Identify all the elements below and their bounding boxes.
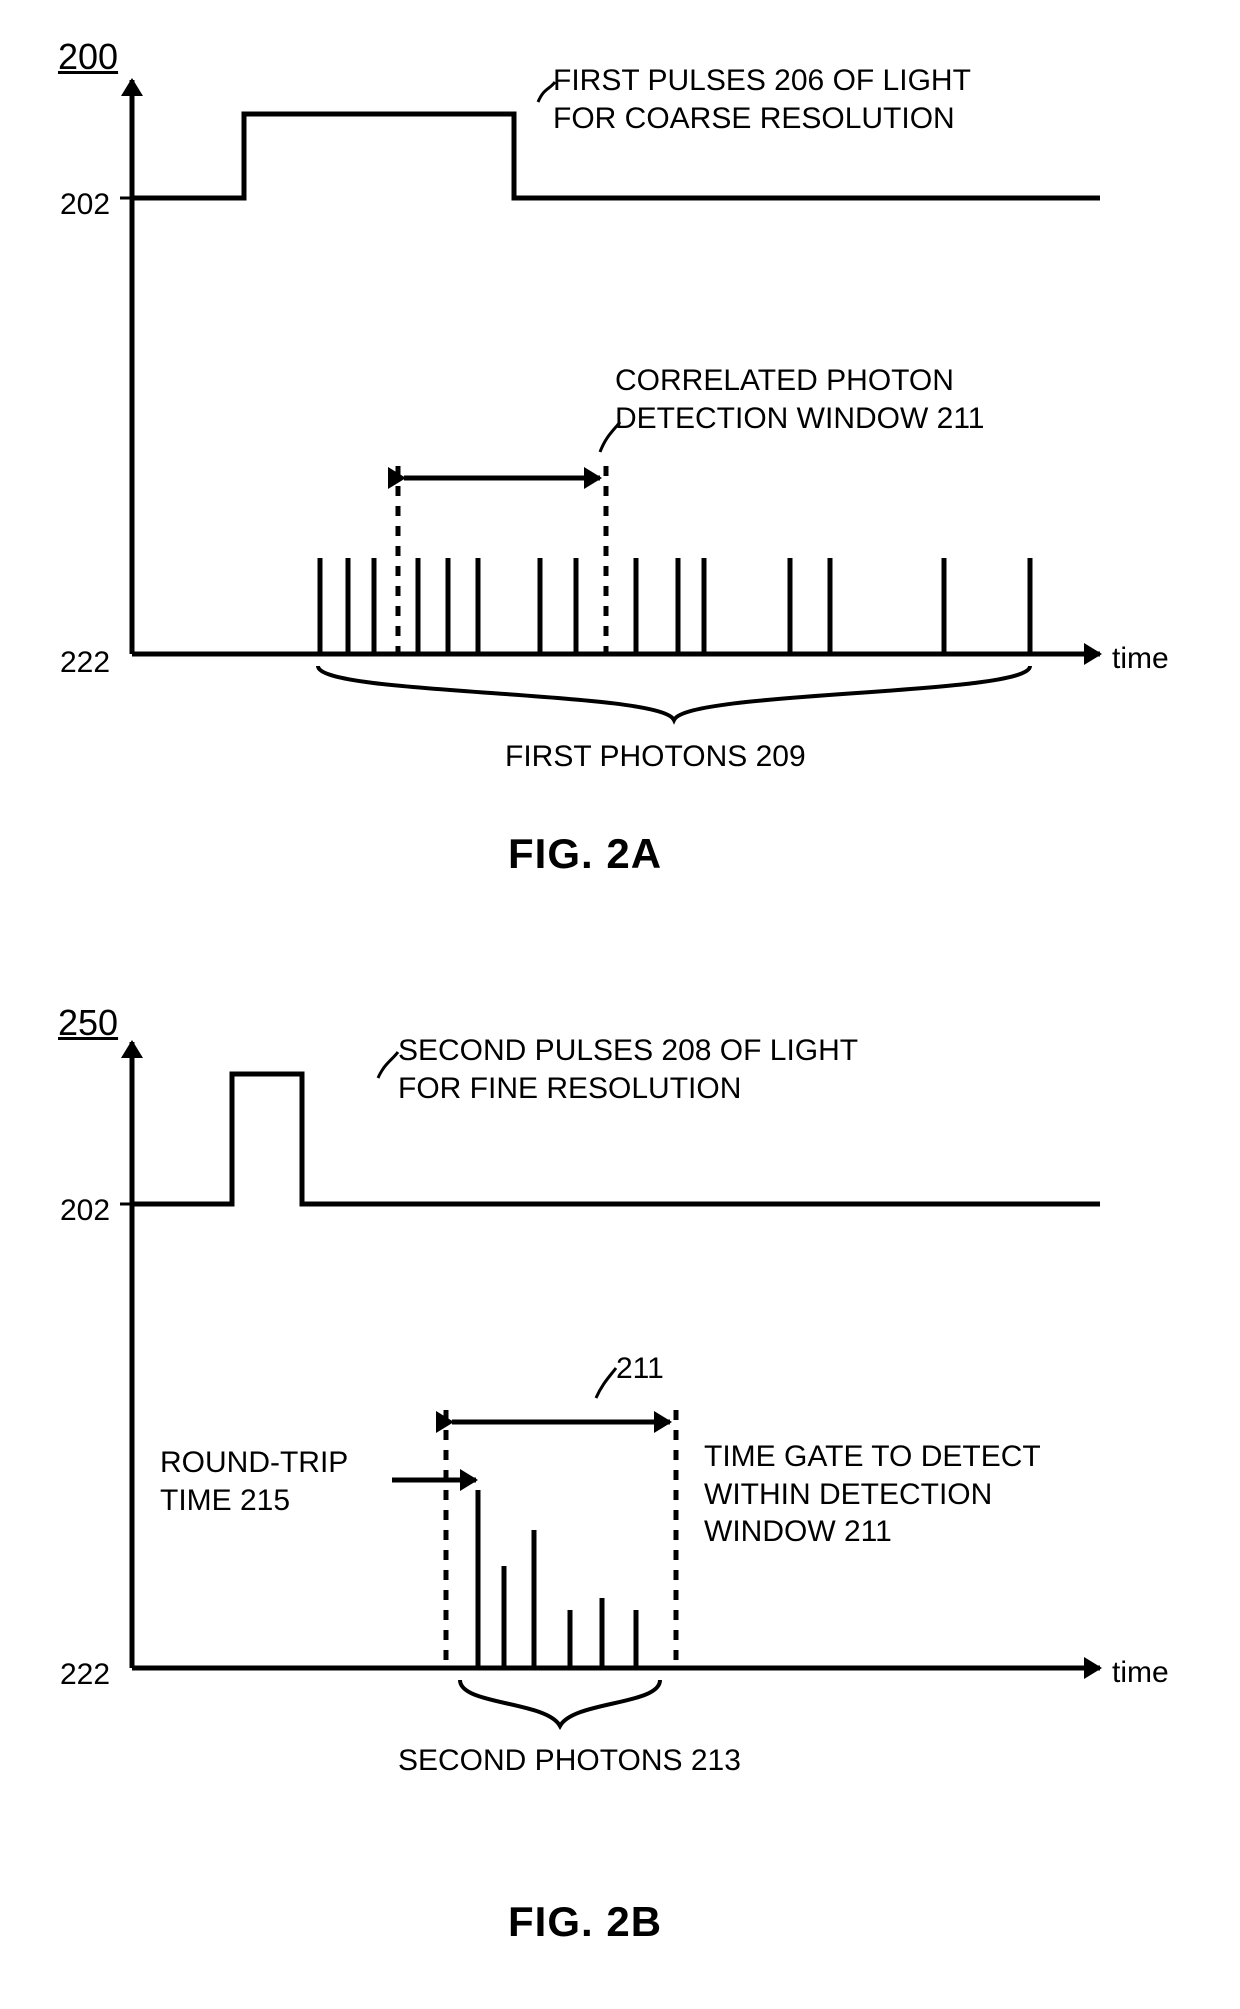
fig2b-caption: FIG. 2B — [508, 1898, 662, 1946]
fig2b-time-label: time — [1112, 1654, 1169, 1692]
fig2b-roundtrip-label: ROUND-TRIP TIME 215 — [160, 1444, 348, 1519]
fig2a-pulse-label: FIRST PULSES 206 OF LIGHT FOR COARSE RES… — [553, 62, 971, 137]
fig2b-window-211-label: 211 — [616, 1350, 664, 1388]
fig-2a-svg — [0, 0, 1240, 940]
fig2a-window-label: CORRELATED PHOTON DETECTION WINDOW 211 — [615, 362, 984, 437]
fig2b-y-222: 222 — [60, 1656, 110, 1694]
fig2b-pulse-label: SECOND PULSES 208 OF LIGHT FOR FINE RESO… — [398, 1032, 858, 1107]
fig2a-time-label: time — [1112, 640, 1169, 678]
fig2b-window-tg-label: TIME GATE TO DETECT WITHIN DETECTION WIN… — [704, 1438, 1041, 1551]
fig2b-y-202: 202 — [60, 1192, 110, 1230]
fig2a-y-222: 222 — [60, 644, 110, 682]
fig2b-ref: 250 — [58, 1002, 118, 1044]
fig2a-ref: 200 — [58, 36, 118, 78]
fig2a-y-202: 202 — [60, 186, 110, 224]
fig2b-brace-label: SECOND PHOTONS 213 — [398, 1742, 741, 1780]
fig2a-brace-label: FIRST PHOTONS 209 — [505, 738, 806, 776]
fig2a-caption: FIG. 2A — [508, 830, 662, 878]
